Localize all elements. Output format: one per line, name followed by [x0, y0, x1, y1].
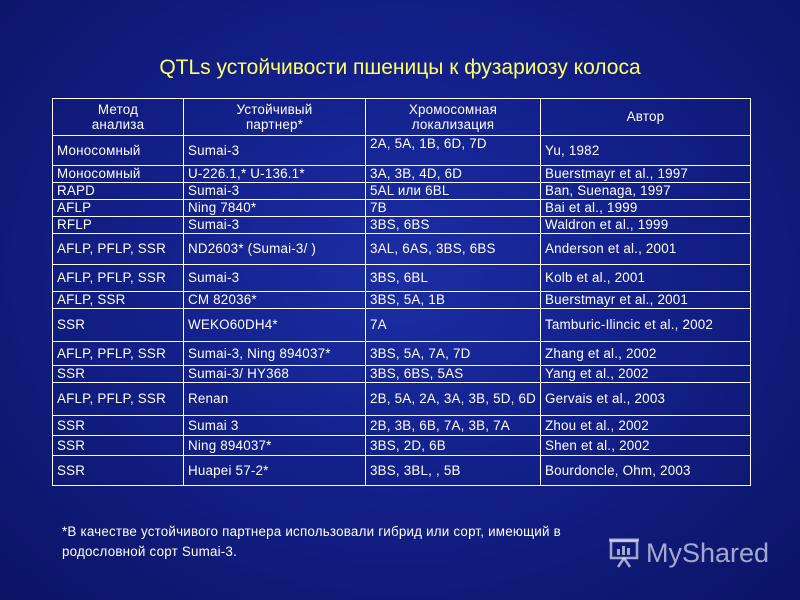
cell-partner: CM 82036* [183, 291, 366, 309]
cell-location: 3BS, 5A, 1B [365, 291, 541, 309]
cell-method: AFLP, PFLP, SSR [52, 264, 184, 292]
table-row: AFLP, PFLP, SSR ND2603* (Sumai-3/ ) 3AL, 6… [52, 233, 751, 265]
cell-location: 2B, 3B, 6B, 7A, 3B, 7A [365, 415, 541, 436]
table-row: Моносомный Sumai-3 2A, 5A, 1B, 6D, 7D Yu, 1… [52, 135, 751, 166]
qtl-table: Метод анализа Устойчивый партнер* Хромос… [52, 98, 751, 486]
table-row: AFLP, PFLP, SSR Sumai-3, Ning 894037* 3BS,… [52, 341, 751, 366]
cell-partner: Sumai-3 [183, 182, 366, 200]
cell-location: 5AL или 6BL [365, 182, 541, 200]
table-row: RFLP Sumai-3 3BS, 6BS Waldron et al., 1999 [52, 216, 751, 234]
cell-location: 3BS, 6BS, 5AS [365, 365, 541, 383]
cell-method: Моносомный [52, 165, 184, 183]
table-row: Моносомный U-226.1,* U-136.1* 3A, 3B, 4D, … [52, 165, 751, 183]
cell-partner: WEKO60DH4* [183, 308, 366, 342]
cell-method: AFLP, PFLP, SSR [52, 233, 184, 265]
cell-location: 2A, 5A, 1B, 6D, 7D [365, 135, 541, 166]
cell-method: AFLP [52, 199, 184, 217]
cell-method: AFLP, PFLP, SSR [52, 341, 184, 366]
cell-partner: ND2603* (Sumai-3/ ) [183, 233, 366, 265]
cell-author: Yu, 1982 [540, 135, 751, 166]
cell-partner: Sumai 3 [183, 415, 366, 436]
cell-partner: Sumai-3/ HY368 [183, 365, 366, 383]
cell-location: 7A [365, 308, 541, 342]
cell-location: 3BS, 3BL, , 5B [365, 455, 541, 486]
table-row: AFLP, PFLP, SSR Renan 2B, 5A, 2A, 3A, 3B, … [52, 382, 751, 416]
header-partner: Устойчивый партнер* [183, 98, 366, 136]
cell-partner: Renan [183, 382, 366, 416]
slide-title: QTLs устойчивости пшеницы к фузариозу ко… [159, 56, 641, 79]
cell-method: AFLP, SSR [52, 291, 184, 309]
header-location: Хромосомная локализация [365, 98, 541, 136]
table-row: AFLP, SSR CM 82036* 3BS, 5A, 1B Buerstmayr … [52, 291, 751, 309]
cell-author: Yang et al., 2002 [540, 365, 751, 383]
cell-author: Ban, Suenaga, 1997 [540, 182, 751, 200]
cell-author: Gervais et al., 2003 [540, 382, 751, 416]
table-row: SSR Huapei 57-2* 3BS, 3BL, , 5B Bourdoncle,… [52, 455, 751, 486]
cell-method: RFLP [52, 216, 184, 234]
header-author: Автор [540, 98, 751, 136]
cell-author: Zhang et al., 2002 [540, 341, 751, 366]
cell-author: Tamburic-Ilincic et al., 2002 [540, 308, 751, 342]
header-method: Метод анализа [52, 98, 184, 136]
cell-method: AFLP, PFLP, SSR [52, 382, 184, 416]
cell-author: Bourdoncle, Ohm, 2003 [540, 455, 751, 486]
cell-location: 3BS, 2D, 6B [365, 435, 541, 456]
cell-location: 3BS, 5A, 7A, 7D [365, 341, 541, 366]
myshared-watermark: MyShared [608, 536, 788, 570]
cell-partner: U-226.1,* U-136.1* [183, 165, 366, 183]
cell-method: SSR [52, 455, 184, 486]
cell-author: Buerstmayr et al., 2001 [540, 291, 751, 309]
cell-partner: Sumai-3 [183, 216, 366, 234]
cell-author: Anderson et al., 2001 [540, 233, 751, 265]
table-header-row: Метод анализа Устойчивый партнер* Хромос… [52, 98, 751, 136]
cell-partner: Sumai-3, Ning 894037* [183, 341, 366, 366]
cell-partner: Sumai-3 [183, 264, 366, 292]
cell-method: SSR [52, 308, 184, 342]
presentation-icon [609, 538, 639, 568]
cell-location: 3BS, 6BS [365, 216, 541, 234]
cell-location: 2B, 5A, 2A, 3A, 3B, 5D, 6D [365, 382, 541, 416]
table-row: RAPD Sumai-3 5AL или 6BL Ban, Suenaga, 1997 [52, 182, 751, 200]
cell-partner: Ning 7840* [183, 199, 366, 217]
cell-location: 7B [365, 199, 541, 217]
cell-author: Waldron et al., 1999 [540, 216, 751, 234]
cell-author: Buerstmayr et al., 1997 [540, 165, 751, 183]
cell-location: 3A, 3B, 4D, 6D [365, 165, 541, 183]
table-row: AFLP, PFLP, SSR Sumai-3 3BS, 6BL Kolb et al… [52, 264, 751, 292]
cell-method: SSR [52, 415, 184, 436]
table-row: SSR Sumai-3/ HY368 3BS, 6BS, 5AS Yang et al… [52, 365, 751, 383]
cell-method: RAPD [52, 182, 184, 200]
cell-method: SSR [52, 435, 184, 456]
cell-partner: Sumai-3 [183, 135, 366, 166]
cell-author: Zhou et al., 2002 [540, 415, 751, 436]
cell-method: SSR [52, 365, 184, 383]
cell-author: Kolb et al., 2001 [540, 264, 751, 292]
cell-location: 3AL, 6AS, 3BS, 6BS [365, 233, 541, 265]
table-row: AFLP Ning 7840* 7B Bai et al., 1999 [52, 199, 751, 217]
cell-method: Моносомный [52, 135, 184, 166]
watermark-text: MyShared [646, 537, 770, 568]
cell-location: 3BS, 6BL [365, 264, 541, 292]
cell-author: Bai et al., 1999 [540, 199, 751, 217]
table-row: SSR Sumai 3 2B, 3B, 6B, 7A, 3B, 7A Zhou et … [52, 415, 751, 436]
cell-partner: Ning 894037* [183, 435, 366, 456]
table-row: SSR Ning 894037* 3BS, 2D, 6B Shen et al., … [52, 435, 751, 456]
cell-partner: Huapei 57-2* [183, 455, 366, 486]
cell-author: Shen et al., 2002 [540, 435, 751, 456]
footnote: *В качестве устойчивого партнера использ… [62, 524, 561, 559]
table-row: SSR WEKO60DH4* 7A Tamburic-Ilincic et al., … [52, 308, 751, 342]
